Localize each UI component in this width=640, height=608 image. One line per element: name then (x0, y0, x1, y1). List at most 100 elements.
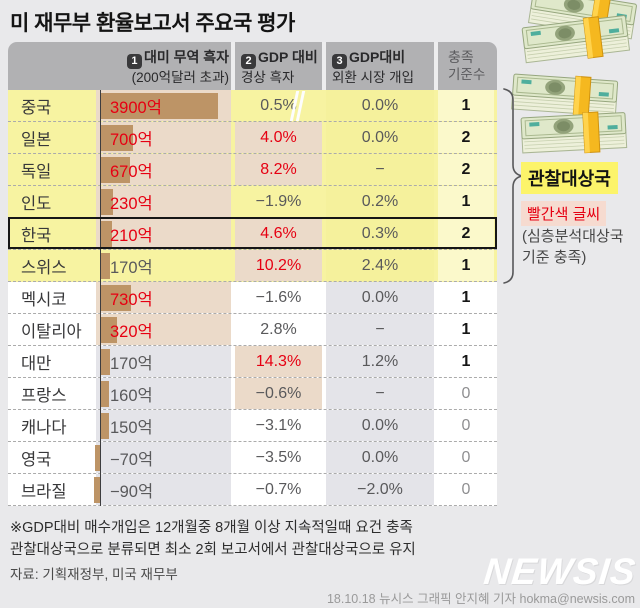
criteria-count-cell: 0 (438, 474, 494, 505)
table-body: 중국 3900억 0.5% 0.0% 1 일본 700억 4.0% 0.0% 2… (8, 90, 497, 506)
header-current-account: 2 GDP 대비 경상 흑자 (241, 49, 318, 85)
country-name: 독일 (21, 162, 52, 181)
current-account-cell: −3.1% (235, 410, 322, 441)
criteria-count-cell: 2 (438, 154, 494, 185)
criteria-count-value: 2 (461, 128, 471, 146)
trade-surplus-bar (100, 221, 112, 247)
newsis-watermark: NEWSIS (481, 551, 639, 592)
table-row: 일본 700억 4.0% 0.0% 2 (8, 122, 497, 154)
country-name: 인도 (21, 194, 52, 213)
country-name: 이탈리아 (21, 322, 82, 341)
current-account-value: 10.2% (255, 256, 302, 274)
trade-surplus-cell: 730억 (96, 282, 231, 313)
country-name: 캐나다 (21, 418, 67, 437)
fx-intervention-cell: 2.4% (326, 250, 434, 281)
trade-surplus-cell: 3900억 (96, 90, 305, 121)
criteria-count-cell: 0 (438, 378, 494, 409)
criteria-count-value: 1 (461, 256, 471, 274)
current-account-cell: 0.5% (235, 90, 322, 121)
table-row: 프랑스 160억 −0.6% − 0 (8, 378, 497, 410)
current-account-value: −0.7% (255, 480, 302, 498)
fx-intervention-value: 0.0% (361, 416, 399, 434)
fx-intervention-value: −2.0% (357, 480, 403, 498)
header-criteria-count: 충족 기준수 (448, 49, 486, 83)
trade-surplus-bar (100, 253, 110, 279)
fx-intervention-cell: −2.0% (326, 474, 434, 505)
current-account-value: 4.0% (260, 128, 297, 146)
trade-surplus-value: 320억 (110, 322, 153, 341)
header-separator (322, 42, 326, 90)
trade-surplus-cell: 320억 (96, 314, 231, 345)
trade-surplus-cell: 230억 (96, 186, 231, 217)
current-account-cell: −0.7% (235, 474, 322, 505)
table-row: 스위스 170억 10.2% 2.4% 1 (8, 250, 497, 282)
country-name: 한국 (21, 226, 52, 245)
criteria-count-value: 0 (461, 416, 471, 434)
trade-surplus-value: 170억 (110, 354, 153, 373)
country-name: 프랑스 (21, 386, 67, 405)
criteria-count-value: 0 (461, 480, 471, 498)
table-row: 중국 3900억 0.5% 0.0% 1 (8, 90, 497, 122)
fx-intervention-value: 0.0% (361, 96, 399, 114)
evaluation-table: 1 대미 무역 흑자 (200억달러 초과) 2 GDP 대비 경상 흑자 3 GDP… (8, 42, 497, 506)
current-account-value: −0.6% (255, 384, 302, 402)
trade-surplus-cell: 170억 (96, 250, 231, 281)
fx-intervention-value: − (375, 384, 385, 402)
fx-intervention-value: 1.2% (361, 352, 399, 370)
country-name: 멕시코 (21, 290, 67, 309)
table-row: 이탈리아 320억 2.8% − 1 (8, 314, 497, 346)
table-row: 독일 670억 8.2% − 2 (8, 154, 497, 186)
badge-3-icon: 3 (332, 54, 347, 69)
criteria-count-cell: 1 (438, 250, 494, 281)
trade-surplus-cell: −90억 (94, 474, 231, 505)
trade-surplus-bar (100, 349, 110, 375)
criteria-count-value: 2 (461, 160, 471, 178)
criteria-count-cell: 1 (438, 282, 494, 313)
country-name: 브라질 (21, 482, 67, 501)
trade-surplus-value: −90억 (110, 482, 154, 501)
table-row: 한국 210억 4.6% 0.3% 2 (8, 217, 497, 250)
criteria-count-value: 1 (461, 192, 471, 210)
fx-intervention-cell: 0.0% (326, 282, 434, 313)
fx-intervention-cell: 0.0% (326, 410, 434, 441)
criteria-count-cell: 2 (438, 122, 494, 153)
trade-surplus-bar (100, 189, 113, 215)
current-account-cell: 4.6% (235, 218, 322, 249)
fx-intervention-cell: − (326, 378, 434, 409)
current-account-value: −1.6% (255, 288, 302, 306)
trade-surplus-bar (100, 125, 133, 151)
header-fx-intervention: 3 GDP대비 외환 시장 개입 (332, 49, 415, 85)
trade-surplus-value: 670억 (110, 162, 153, 181)
trade-surplus-value: 170억 (110, 258, 153, 277)
criteria-count-cell: 0 (438, 410, 494, 441)
footnote-line-1: ※GDP대비 매수개입은 12개월중 8개월 이상 지속적일때 요건 충족 (10, 520, 413, 536)
fx-intervention-value: 0.3% (361, 224, 399, 242)
red-text-note: 빨간색 글씨 (521, 201, 607, 226)
trade-surplus-bar (100, 93, 218, 119)
header-separator (231, 42, 235, 90)
badge-2-icon: 2 (241, 54, 256, 69)
criteria-count-cell: 1 (438, 314, 494, 345)
country-name: 일본 (21, 130, 52, 149)
trade-surplus-bar (100, 285, 131, 311)
current-account-cell: −1.9% (235, 186, 322, 217)
fx-intervention-value: − (375, 320, 385, 338)
trade-surplus-bar (95, 445, 100, 471)
current-account-value: 14.3% (255, 352, 302, 370)
current-account-value: 2.8% (260, 320, 297, 338)
fx-intervention-cell: − (326, 314, 434, 345)
trade-surplus-value: 700억 (110, 130, 153, 149)
trade-surplus-cell: 210억 (96, 218, 231, 249)
header-trade-surplus: 1 대미 무역 흑자 (200억달러 초과) (96, 48, 229, 87)
table-row: 캐나다 150억 −3.1% 0.0% 0 (8, 410, 497, 442)
criteria-count-value: 1 (461, 320, 471, 338)
criteria-count-value: 1 (461, 96, 471, 114)
criteria-count-cell: 2 (438, 218, 494, 249)
trade-surplus-value: 3900억 (110, 98, 162, 117)
current-account-cell: 8.2% (235, 154, 322, 185)
trade-surplus-cell: −70억 (95, 442, 231, 473)
current-account-value: 8.2% (260, 160, 297, 178)
trade-surplus-cell: 160억 (96, 378, 231, 409)
current-account-value: −3.1% (255, 416, 302, 434)
